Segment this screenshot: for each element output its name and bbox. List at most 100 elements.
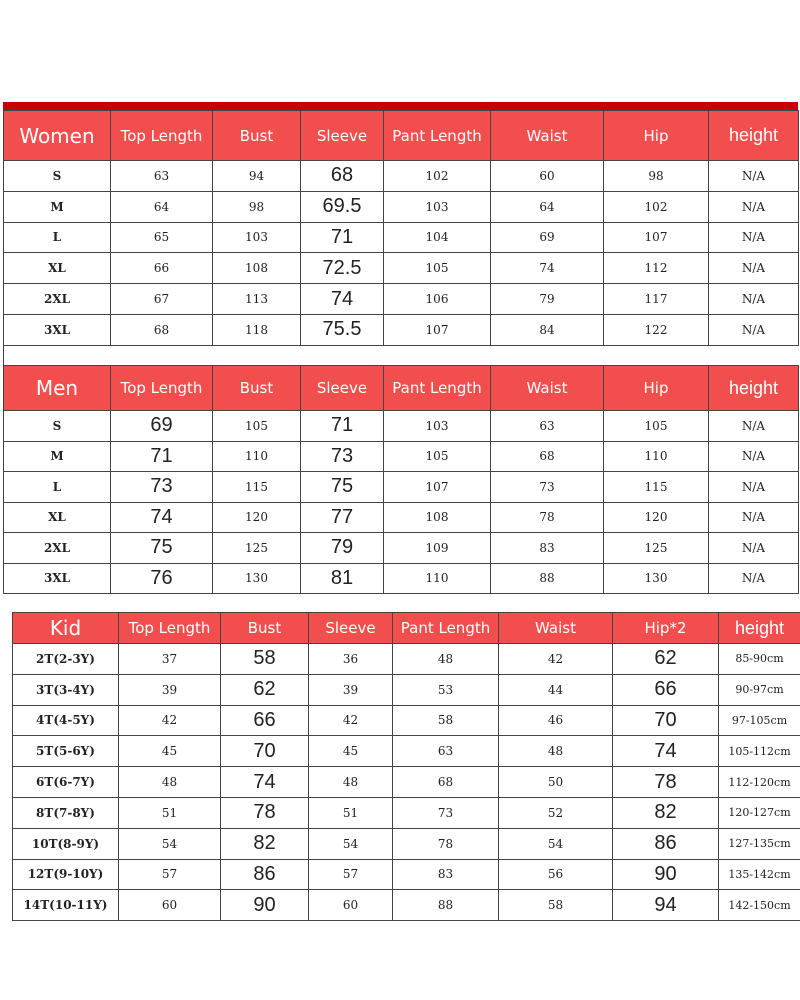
table-row: M 71 110 73 105 68 110 N/A — [3, 440, 799, 472]
table-cell: 117 — [603, 283, 709, 315]
table-row: L 73 115 75 107 73 115 N/A — [3, 471, 799, 503]
table-row: L 65 103 71 104 69 107 N/A — [3, 221, 799, 254]
table-cell: 90 — [220, 889, 309, 922]
table-cell: N/A — [708, 221, 799, 254]
table-cell: 74 — [612, 735, 719, 768]
table-cell: 107 — [383, 313, 491, 346]
table-cell: 58 — [498, 889, 613, 922]
table-cell: 69 — [490, 221, 604, 254]
table-cell: 125 — [603, 532, 709, 564]
table-cell: 105 — [383, 252, 491, 285]
table-cell: 48 — [118, 766, 221, 798]
table-cell: 110 — [603, 440, 709, 472]
size-label: L — [3, 221, 111, 254]
table-cell: N/A — [708, 501, 799, 533]
men-size-table: Men Top Length Bust Sleeve Pant Length Waist H… — [3, 365, 799, 594]
table-cell: 98 — [212, 190, 301, 223]
table-cell: 78 — [490, 501, 604, 533]
column-header: Pant Length — [392, 612, 499, 644]
table-cell: 102 — [383, 160, 491, 192]
table-cell: 90 — [612, 858, 719, 891]
table-cell: N/A — [708, 190, 799, 223]
table-cell: 82 — [220, 827, 309, 860]
table-cell: 42 — [308, 704, 393, 737]
size-label: 6T(6-7Y) — [12, 766, 119, 798]
table-cell: 108 — [383, 501, 491, 533]
table-cell: 39 — [308, 673, 393, 706]
column-header: Top Length — [110, 365, 213, 411]
table-cell: 68 — [110, 313, 213, 346]
table-cell: 48 — [498, 735, 613, 768]
table-cell: 105 — [212, 410, 301, 442]
table-cell: 62 — [220, 673, 309, 706]
table-cell: 110 — [212, 440, 301, 472]
column-header: Hip*2 — [612, 612, 719, 644]
table-row: 2T(2-3Y) 37 58 36 48 42 62 85-90cm — [12, 643, 800, 675]
size-label: 12T(9-10Y) — [12, 858, 119, 891]
column-header: Bust — [212, 365, 301, 411]
table-cell: 103 — [383, 410, 491, 442]
table-cell: 63 — [490, 410, 604, 442]
table-cell: 109 — [383, 532, 491, 564]
table-cell: 75 — [300, 471, 384, 503]
table-cell: 105-112cm — [718, 735, 800, 768]
column-header: Sleeve — [300, 110, 384, 161]
size-label: 3T(3-4Y) — [12, 673, 119, 706]
table-cell: N/A — [708, 160, 799, 192]
column-header: Kid — [12, 612, 119, 644]
table-cell: 118 — [212, 313, 301, 346]
column-header: height — [708, 110, 799, 161]
table-cell: 135-142cm — [718, 858, 800, 891]
table-row: 10T(8-9Y) 54 82 54 78 54 86 127-135cm — [12, 827, 800, 860]
table-row: 12T(9-10Y) 57 86 57 83 56 90 135-142cm — [12, 858, 800, 891]
table-cell: 46 — [498, 704, 613, 737]
table-cell: 122 — [603, 313, 709, 346]
table-row: 3XL 76 130 81 110 88 130 N/A — [3, 562, 799, 594]
size-label: 2XL — [3, 532, 111, 564]
table-cell: 81 — [300, 562, 384, 594]
table-cell: 104 — [383, 221, 491, 254]
table-row: 2XL 75 125 79 109 83 125 N/A — [3, 532, 799, 564]
table-row: 4T(4-5Y) 42 66 42 58 46 70 97-105cm — [12, 704, 800, 737]
table-cell: N/A — [708, 440, 799, 472]
table-row: M 64 98 69.5 103 64 102 N/A — [3, 190, 799, 223]
table-cell: 60 — [490, 160, 604, 192]
table-cell: 105 — [383, 440, 491, 472]
table-cell: N/A — [708, 532, 799, 564]
table-cell: 86 — [612, 827, 719, 860]
table-cell: N/A — [708, 562, 799, 594]
table-cell: 74 — [110, 501, 213, 533]
table-cell: 50 — [498, 766, 613, 798]
table-cell: 58 — [392, 704, 499, 737]
column-header: Pant Length — [383, 365, 491, 411]
table-cell: 75 — [110, 532, 213, 564]
header-row: Women Top Length Bust Sleeve Pant Length Wais… — [3, 110, 799, 161]
women-size-table: Women Top Length Bust Sleeve Pant Length Wais… — [3, 110, 799, 346]
size-label: 5T(5-6Y) — [12, 735, 119, 768]
table-cell: N/A — [708, 313, 799, 346]
table-cell: 70 — [220, 735, 309, 768]
header-row: Men Top Length Bust Sleeve Pant Length Waist H… — [3, 365, 799, 411]
table-cell: 64 — [490, 190, 604, 223]
table-cell: 51 — [308, 796, 393, 829]
size-label: 4T(4-5Y) — [12, 704, 119, 737]
table-cell: 142-150cm — [718, 889, 800, 922]
size-label: XL — [3, 252, 111, 285]
table-cell: 63 — [110, 160, 213, 192]
table-cell: 86 — [220, 858, 309, 891]
table-cell: 73 — [110, 471, 213, 503]
table-cell: 94 — [612, 889, 719, 922]
table-cell: 73 — [300, 440, 384, 472]
table-cell: 63 — [392, 735, 499, 768]
table-cell: 102 — [603, 190, 709, 223]
size-label: 10T(8-9Y) — [12, 827, 119, 860]
table-row: XL 74 120 77 108 78 120 N/A — [3, 501, 799, 533]
table-cell: 84 — [490, 313, 604, 346]
table-cell: 37 — [118, 643, 221, 675]
table-cell: 36 — [308, 643, 393, 675]
table-cell: 45 — [118, 735, 221, 768]
table-cell: 44 — [498, 673, 613, 706]
table-cell: 105 — [603, 410, 709, 442]
size-label: S — [3, 160, 111, 192]
column-header: Sleeve — [308, 612, 393, 644]
